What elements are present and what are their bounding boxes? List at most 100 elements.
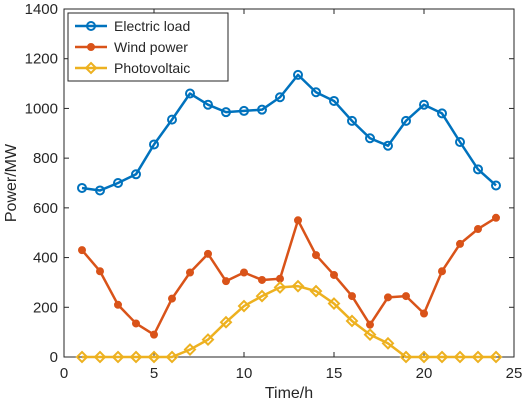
x-tick-label: 5 — [150, 365, 158, 382]
data-point — [471, 350, 485, 364]
data-point — [203, 99, 213, 110]
data-point — [345, 314, 359, 328]
data-point — [365, 133, 375, 144]
data-point — [401, 115, 411, 126]
data-point — [132, 319, 140, 328]
data-point — [183, 343, 197, 356]
data-point — [165, 350, 179, 364]
data-point — [330, 270, 338, 279]
data-point — [381, 336, 395, 350]
legend-swatch-marker — [84, 61, 98, 75]
data-point — [75, 350, 89, 364]
data-point — [204, 249, 212, 258]
data-point — [384, 293, 392, 302]
data-point — [329, 95, 339, 106]
data-point — [255, 289, 269, 303]
data-point — [95, 185, 105, 196]
data-point — [363, 328, 377, 342]
data-point — [186, 268, 194, 277]
data-point — [222, 277, 230, 286]
data-point — [131, 169, 141, 180]
data-point — [312, 251, 320, 260]
data-point — [237, 299, 251, 313]
y-tick-label: 800 — [33, 150, 58, 167]
data-point — [417, 350, 431, 364]
y-axis-title: Power/MW — [3, 143, 20, 222]
legend: Electric load Wind power Photovoltaic — [67, 12, 229, 82]
series-layer — [75, 69, 503, 364]
data-point — [438, 267, 446, 276]
data-point — [293, 69, 303, 80]
y-tick-label: 600 — [33, 200, 58, 217]
data-point — [93, 350, 107, 364]
data-point — [111, 350, 125, 364]
data-point — [435, 350, 449, 364]
data-point — [473, 164, 483, 175]
data-point — [419, 99, 429, 110]
data-point — [489, 350, 503, 364]
x-tick-label: 0 — [60, 365, 68, 382]
data-point — [491, 180, 501, 191]
data-point — [309, 284, 323, 298]
data-point — [383, 140, 393, 151]
data-point — [273, 280, 287, 294]
x-tick-label: 20 — [416, 365, 433, 382]
data-point — [201, 333, 215, 347]
data-point — [168, 294, 176, 303]
data-point — [221, 107, 231, 118]
y-tick-label: 1400 — [25, 1, 58, 18]
y-tick-label: 200 — [33, 299, 58, 316]
data-point — [96, 267, 104, 276]
series-photovoltaic — [75, 279, 503, 364]
data-point — [456, 239, 464, 248]
data-point — [240, 268, 248, 277]
data-point — [311, 87, 321, 98]
data-point — [185, 88, 195, 99]
y-tick-label: 0 — [50, 349, 58, 366]
series-wind-power — [78, 213, 500, 339]
legend-swatch-marker — [87, 43, 95, 51]
y-tick-label: 400 — [33, 250, 58, 267]
data-point — [399, 350, 413, 364]
data-point — [492, 213, 500, 222]
data-point — [294, 216, 302, 225]
x-tick-label: 25 — [506, 365, 523, 382]
data-point — [291, 279, 305, 293]
legend-entry: Wind power — [75, 39, 188, 55]
data-point — [257, 104, 267, 115]
data-point — [347, 115, 357, 126]
series-electric-load — [77, 69, 501, 196]
data-point — [114, 300, 122, 309]
y-tick-label: 1200 — [25, 51, 58, 68]
legend-label: Electric load — [114, 18, 190, 34]
data-point — [150, 330, 158, 339]
data-point — [167, 114, 177, 125]
x-tick-label: 10 — [236, 365, 253, 382]
data-point — [129, 350, 143, 364]
data-point — [437, 108, 447, 119]
x-axis-title: Time/h — [265, 385, 313, 402]
data-point — [239, 105, 249, 116]
series-line — [82, 284, 496, 359]
data-point — [402, 292, 410, 301]
data-point — [147, 350, 161, 364]
data-point — [348, 292, 356, 301]
y-tick-label: 1000 — [25, 100, 58, 117]
legend-label: Wind power — [114, 39, 188, 55]
data-point — [78, 246, 86, 255]
legend-label: Photovoltaic — [114, 60, 190, 76]
data-point — [455, 136, 465, 147]
legend-swatch-marker — [86, 21, 96, 31]
data-point — [420, 309, 428, 318]
data-point — [219, 315, 233, 329]
data-point — [327, 297, 341, 310]
x-tick-label: 15 — [326, 365, 343, 382]
data-point — [275, 92, 285, 103]
data-point — [366, 320, 374, 329]
data-point — [474, 224, 482, 233]
data-point — [113, 178, 123, 188]
data-point — [77, 182, 87, 193]
data-point — [453, 350, 467, 364]
